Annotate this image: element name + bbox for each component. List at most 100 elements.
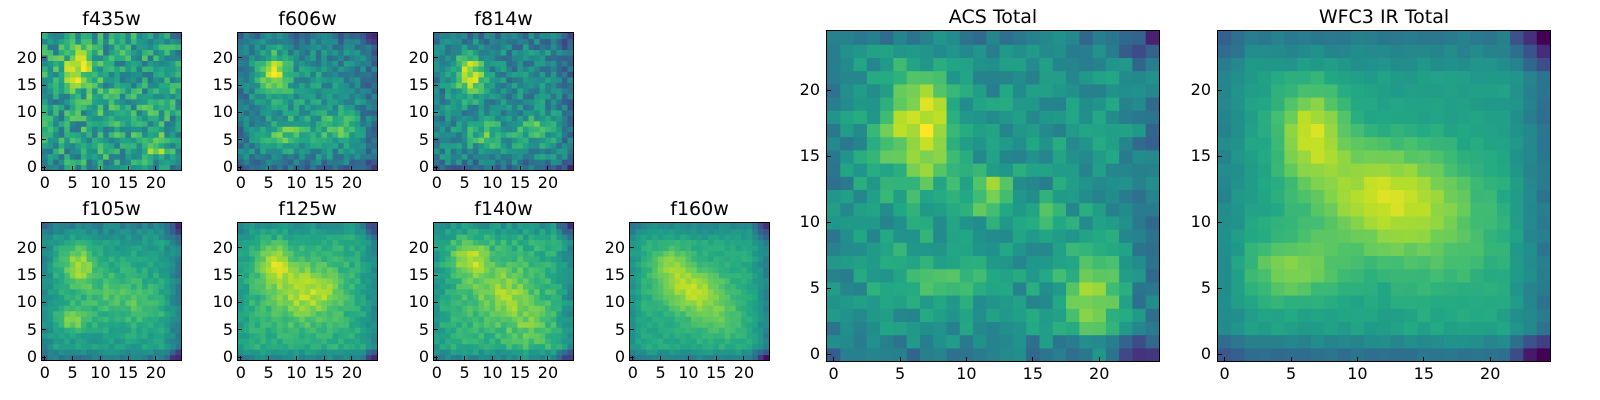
heatmap-cell [97,288,104,295]
heatmap-cell [299,38,306,45]
heatmap-cell [550,223,557,230]
heatmap-cell [260,131,267,138]
heatmap-cell [646,338,653,345]
heatmap-cell [657,277,664,284]
heatmap-cell [556,33,563,40]
heatmap-cell [254,354,261,360]
heatmap-cell [478,148,485,155]
heatmap-cell [545,115,552,122]
heatmap-cell [86,299,93,306]
heatmap-cell [1052,229,1067,243]
heatmap-cell [561,164,569,170]
heatmap-cell [539,272,546,279]
heatmap-cell [75,272,82,279]
heatmap-cell [1092,334,1107,349]
y-tick-mark [434,111,438,113]
heatmap-cell [959,189,974,204]
heatmap-cell [467,239,474,246]
heatmap-cell [752,228,759,235]
heatmap-cell [657,299,664,306]
heatmap-cell [332,244,339,251]
heatmap-cell [556,349,563,356]
heatmap-cell [103,354,110,360]
heatmap-cell [153,54,160,61]
heatmap-cell [461,65,468,72]
heatmap-cell [142,43,149,51]
heatmap-cell [238,131,245,138]
heatmap-cell [238,104,245,111]
heatmap-cell [130,33,138,40]
heatmap-cell [142,164,149,170]
heatmap-cell [866,321,881,336]
heatmap-cell [75,131,82,138]
heatmap-cell [484,49,491,56]
heatmap-cell [511,354,518,360]
heatmap-cell [108,115,115,122]
heatmap-cell [528,310,535,317]
heatmap-cell [175,65,181,72]
panel-title: f105w [82,198,141,220]
heatmap-cell [641,321,648,328]
heatmap-cell [517,82,524,89]
heatmap-cell [730,338,737,345]
heatmap-cell [365,126,373,133]
heatmap-cell [142,153,149,160]
heatmap-cell [142,54,149,61]
heatmap-cell [299,115,306,122]
heatmap-cell [147,98,154,105]
heatmap-cell [707,277,714,284]
heatmap-cell [158,321,165,328]
heatmap-cell [371,148,377,155]
heatmap-cell [254,49,261,56]
heatmap-cell [69,294,76,301]
heatmap-cell [349,109,356,116]
heatmap-cell [500,153,507,160]
y-tick-mark [434,166,438,168]
heatmap-cell [119,76,126,83]
heatmap-cell [528,148,535,155]
heatmap-cell [680,294,687,301]
heatmap-cell [119,164,126,170]
heatmap-cell [153,261,160,268]
heatmap-cell [919,149,934,164]
heatmap-cell [522,65,530,72]
heatmap-cell [147,164,154,170]
heatmap-cell [741,294,748,301]
heatmap-cell [1119,308,1134,322]
heatmap-cell [153,327,160,334]
heatmap-cell [249,93,256,100]
heatmap-cell [108,109,115,116]
heatmap-cell [119,354,126,360]
heatmap-plot-area [237,32,378,171]
heatmap-cell [119,327,126,334]
heatmap-cell [103,93,110,100]
heatmap-cell [478,261,485,268]
heatmap-cell [456,294,463,301]
heatmap-cell [646,223,653,230]
heatmap-cell [506,261,513,268]
heatmap-cell [260,354,267,360]
heatmap-cell [1145,281,1159,296]
heatmap-cell [657,338,664,345]
heatmap-cell [75,261,82,268]
heatmap-cell [550,164,557,170]
heatmap-cell [238,321,245,328]
heatmap-cell [450,327,457,334]
heatmap-cell [680,261,687,268]
heatmap-cell [472,299,480,306]
heatmap-cell [142,239,149,246]
heatmap-cell [354,71,361,78]
heatmap-cell [511,299,518,306]
heatmap-cell [534,288,541,295]
heatmap-cell [326,310,334,317]
heatmap-cell [484,250,491,257]
heatmap-cell [114,310,121,317]
heatmap-cell [986,215,1001,230]
heatmap-cell [696,277,703,284]
heatmap-cell [550,60,557,67]
heatmap-cell [500,82,507,89]
heatmap-cell [707,255,714,262]
heatmap-cell [467,115,474,122]
heatmap-cell [103,131,110,138]
heatmap-cell [1052,308,1067,322]
